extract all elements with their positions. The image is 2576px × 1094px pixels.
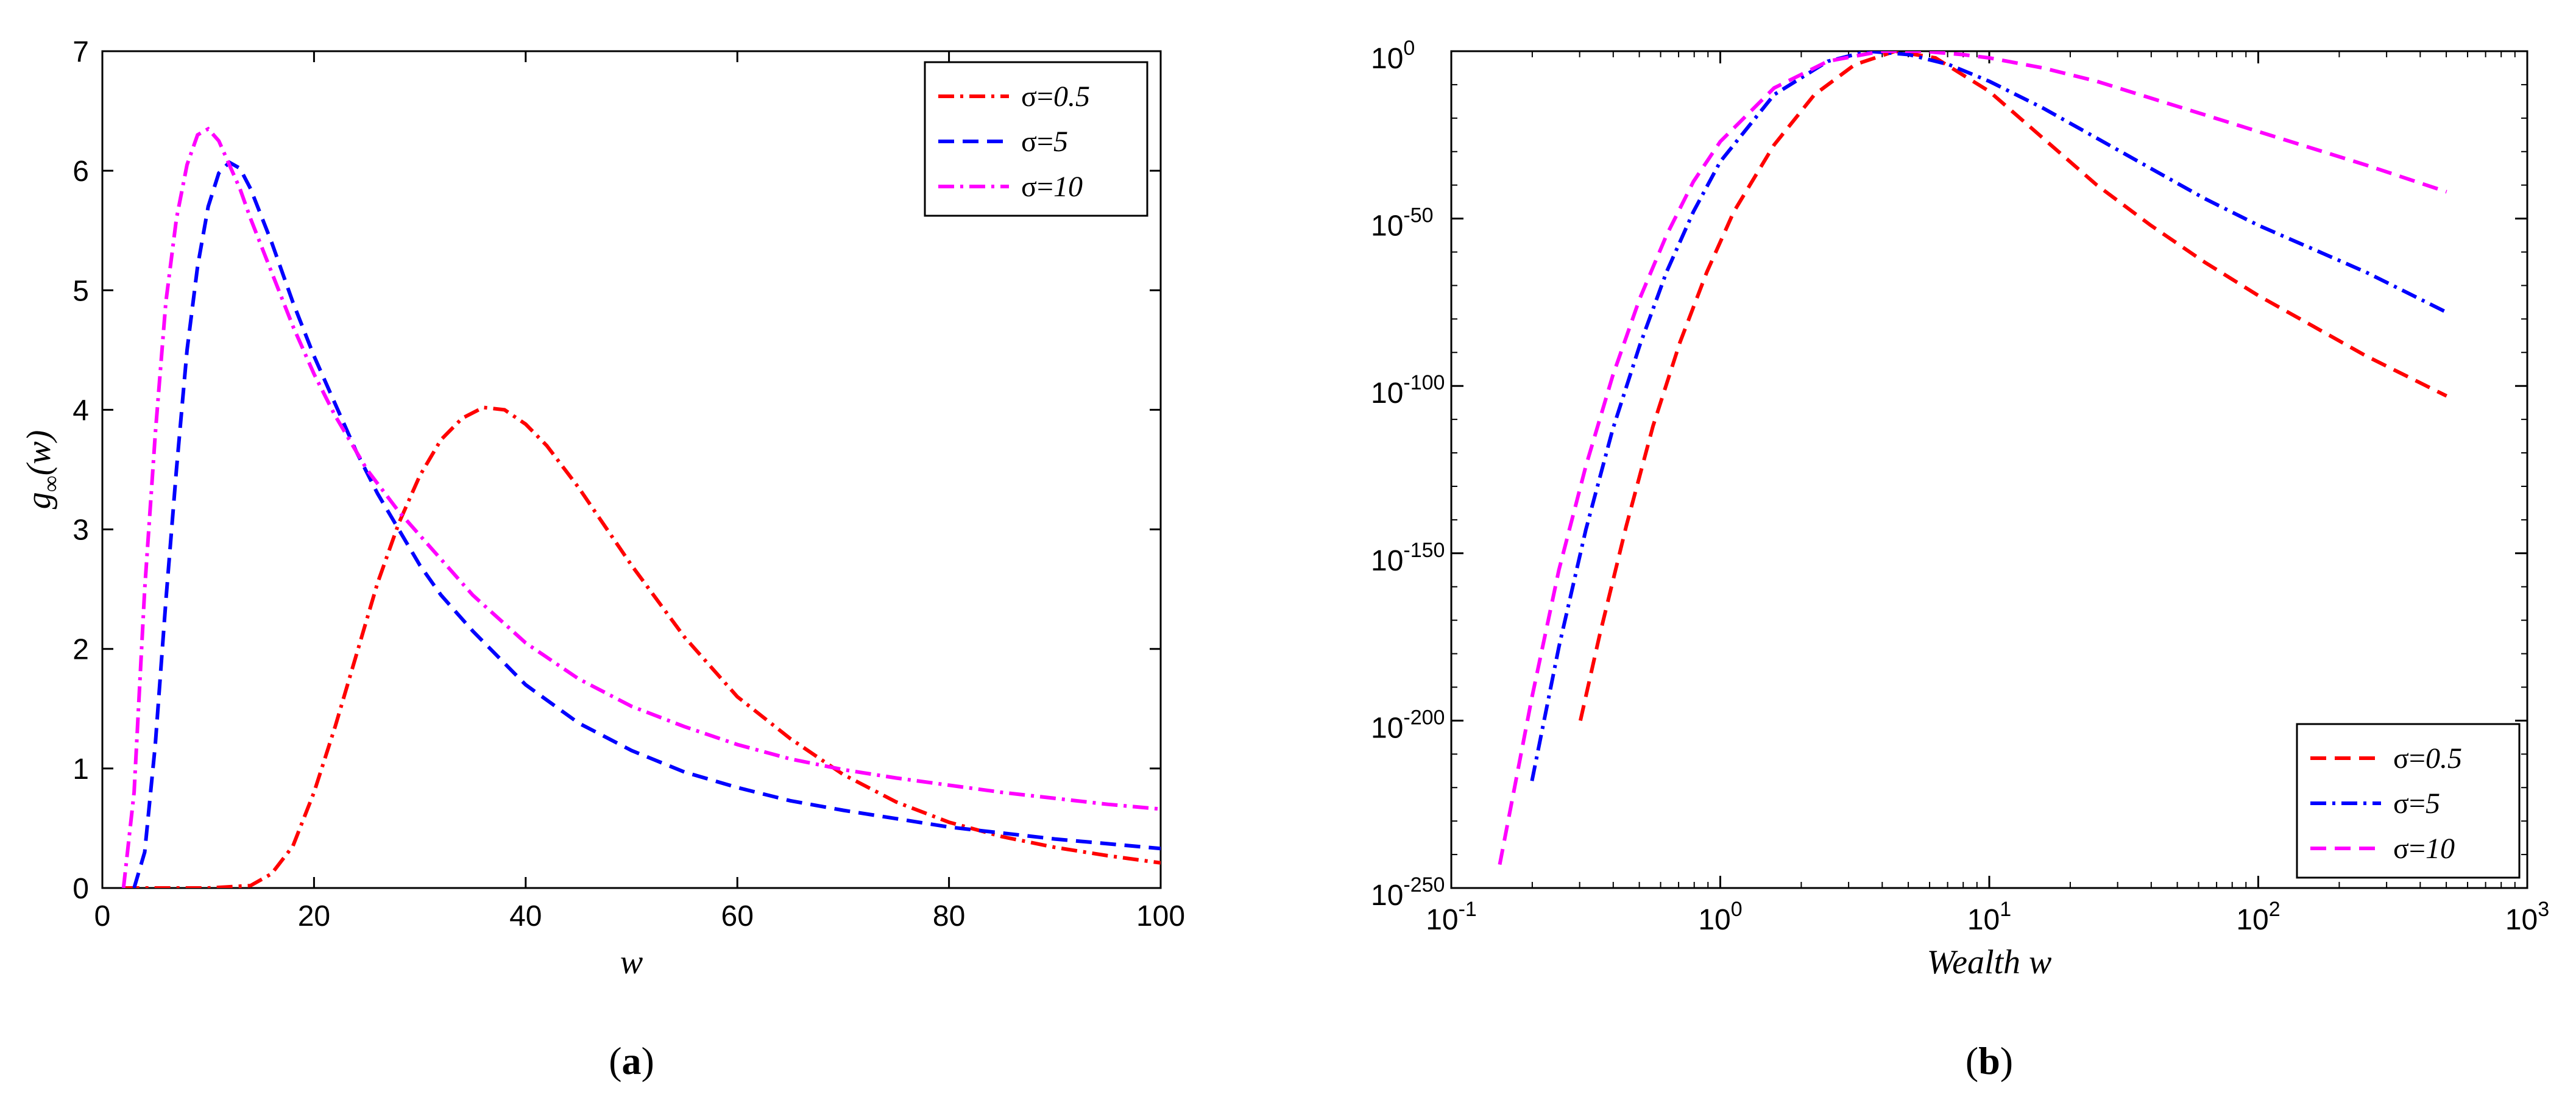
legend-label-value-a: 0.5 (1053, 80, 1090, 113)
legend-label-b-1: σ=5 (2393, 787, 2440, 820)
caption-letter-a: a (622, 1039, 642, 1082)
x-tick-label-b: 101 (1967, 898, 2011, 936)
caption-a: (a) (609, 1039, 654, 1082)
y-axis-label-a: g∞(w) (20, 430, 64, 510)
y-tick-label-b: 10-250 (1371, 873, 1445, 912)
y-tick-base-b: 10 (1371, 210, 1403, 243)
y-tick-base-b: 10 (1371, 712, 1403, 744)
y-tick-label-a: 7 (73, 36, 89, 68)
x-tick-base-b: 10 (1698, 904, 1730, 936)
legend-label-prefix-b: σ= (2393, 742, 2426, 775)
chart-a: 0 20 40 60 80 10001234567wg∞(w)σ=0.5σ=5σ=10(a… (20, 36, 1185, 1082)
y-tick-label-a: 3 (73, 514, 89, 547)
series-line-a-2 (121, 126, 1161, 888)
legend-box-a (924, 61, 1148, 217)
caption-letter-b: b (1978, 1039, 2000, 1082)
legend-box-b (2296, 723, 2521, 879)
x-tick-label-a: 80 (933, 900, 965, 932)
y-tick-base-b: 10 (1371, 879, 1403, 912)
y-axis-label-main-a: g (20, 492, 58, 509)
legend-b: σ=0.5σ=5σ=10 (2296, 723, 2521, 879)
x-tick-label-a: 0 (94, 900, 111, 932)
y-tick-label-a: 5 (73, 275, 89, 307)
legend-label-value-b: 10 (2426, 833, 2455, 865)
y-tick-exponent-b: -250 (1403, 873, 1445, 897)
x-tick-exponent-b: 3 (2538, 898, 2549, 921)
legend-label-b-0: σ=0.5 (2393, 742, 2462, 775)
chart-b: 10-1 100 101 102 10310010-5010-10010-15010-2… (1371, 37, 2549, 1082)
y-tick-label-a: 1 (73, 753, 89, 786)
legend-label-prefix-a: σ= (1021, 80, 1053, 113)
x-tick-label-b: 10-1 (1426, 898, 1477, 936)
x-tick-label-b: 100 (1698, 898, 1742, 936)
legend-label-value-a: 10 (1053, 171, 1083, 203)
x-tick-exponent-b: 1 (2000, 898, 2011, 921)
legend-label-prefix-a: σ= (1021, 171, 1053, 203)
x-tick-base-b: 10 (2505, 904, 2538, 936)
y-tick-label-a: 4 (73, 394, 89, 427)
x-tick-label-a: 20 (298, 900, 330, 932)
x-tick-label-b: 103 (2505, 898, 2549, 936)
y-tick-base-b: 10 (1371, 43, 1403, 75)
y-tick-exponent-b: -50 (1403, 204, 1433, 227)
x-tick-exponent-b: 0 (1731, 898, 1743, 921)
y-tick-base-b: 10 (1371, 377, 1403, 410)
y-tick-label-b: 100 (1371, 37, 1415, 75)
legend-label-a-1: σ=5 (1021, 126, 1068, 158)
x-tick-exponent-b: 2 (2269, 898, 2281, 921)
y-tick-exponent-b: -100 (1403, 371, 1445, 394)
y-tick-label-b: 10-150 (1371, 539, 1445, 577)
series-line-a-1 (132, 160, 1161, 888)
caption-b: (b) (1966, 1039, 2013, 1082)
series-line-b-1 (1530, 51, 2447, 781)
x-tick-label-a: 100 (1136, 900, 1185, 932)
legend-label-b-2: σ=10 (2393, 833, 2455, 865)
series-line-a-0 (123, 405, 1161, 888)
y-tick-exponent-b: -200 (1403, 706, 1445, 729)
x-tick-exponent-b: -1 (1459, 898, 1477, 921)
y-tick-exponent-b: 0 (1403, 37, 1415, 60)
x-axis-label-a: w (620, 943, 643, 981)
x-tick-base-b: 10 (1426, 904, 1458, 936)
x-tick-base-b: 10 (2236, 904, 2268, 936)
x-tick-label-a: 60 (721, 900, 754, 932)
y-tick-label-a: 6 (73, 155, 89, 188)
x-tick-label-b: 102 (2236, 898, 2280, 936)
y-tick-label-a: 2 (73, 634, 89, 666)
y-tick-label-a: 0 (73, 873, 89, 905)
legend-label-a-0: σ=0.5 (1021, 80, 1090, 113)
series-group-b (1498, 51, 2447, 865)
legend-label-prefix-b: σ= (2393, 833, 2426, 865)
legend-label-value-b: 0.5 (2426, 742, 2462, 775)
y-tick-base-b: 10 (1371, 545, 1403, 577)
y-tick-label-b: 10-100 (1371, 371, 1445, 410)
x-tick-label-a: 40 (509, 900, 542, 932)
legend-label-prefix-b: σ= (2393, 787, 2426, 820)
y-axis-label-rest-a: (w) (20, 430, 58, 476)
series-line-b-0 (1578, 51, 2447, 722)
series-group-a (121, 126, 1161, 888)
legend-label-value-b: 5 (2426, 787, 2440, 820)
x-tick-base-b: 10 (1967, 904, 2000, 936)
legend-a: σ=0.5σ=5σ=10 (924, 61, 1148, 217)
y-tick-label-b: 10-200 (1371, 706, 1445, 744)
legend-label-value-a: 5 (1053, 126, 1068, 158)
y-tick-exponent-b: -150 (1403, 539, 1445, 562)
legend-label-prefix-a: σ= (1021, 126, 1053, 158)
legend-label-a-2: σ=10 (1021, 171, 1083, 203)
x-axis-label-b: Wealth w (1927, 943, 2052, 981)
series-line-b-2 (1498, 51, 2447, 865)
y-axis-label-sub-a: ∞ (38, 475, 64, 492)
y-tick-label-b: 10-50 (1371, 204, 1434, 243)
